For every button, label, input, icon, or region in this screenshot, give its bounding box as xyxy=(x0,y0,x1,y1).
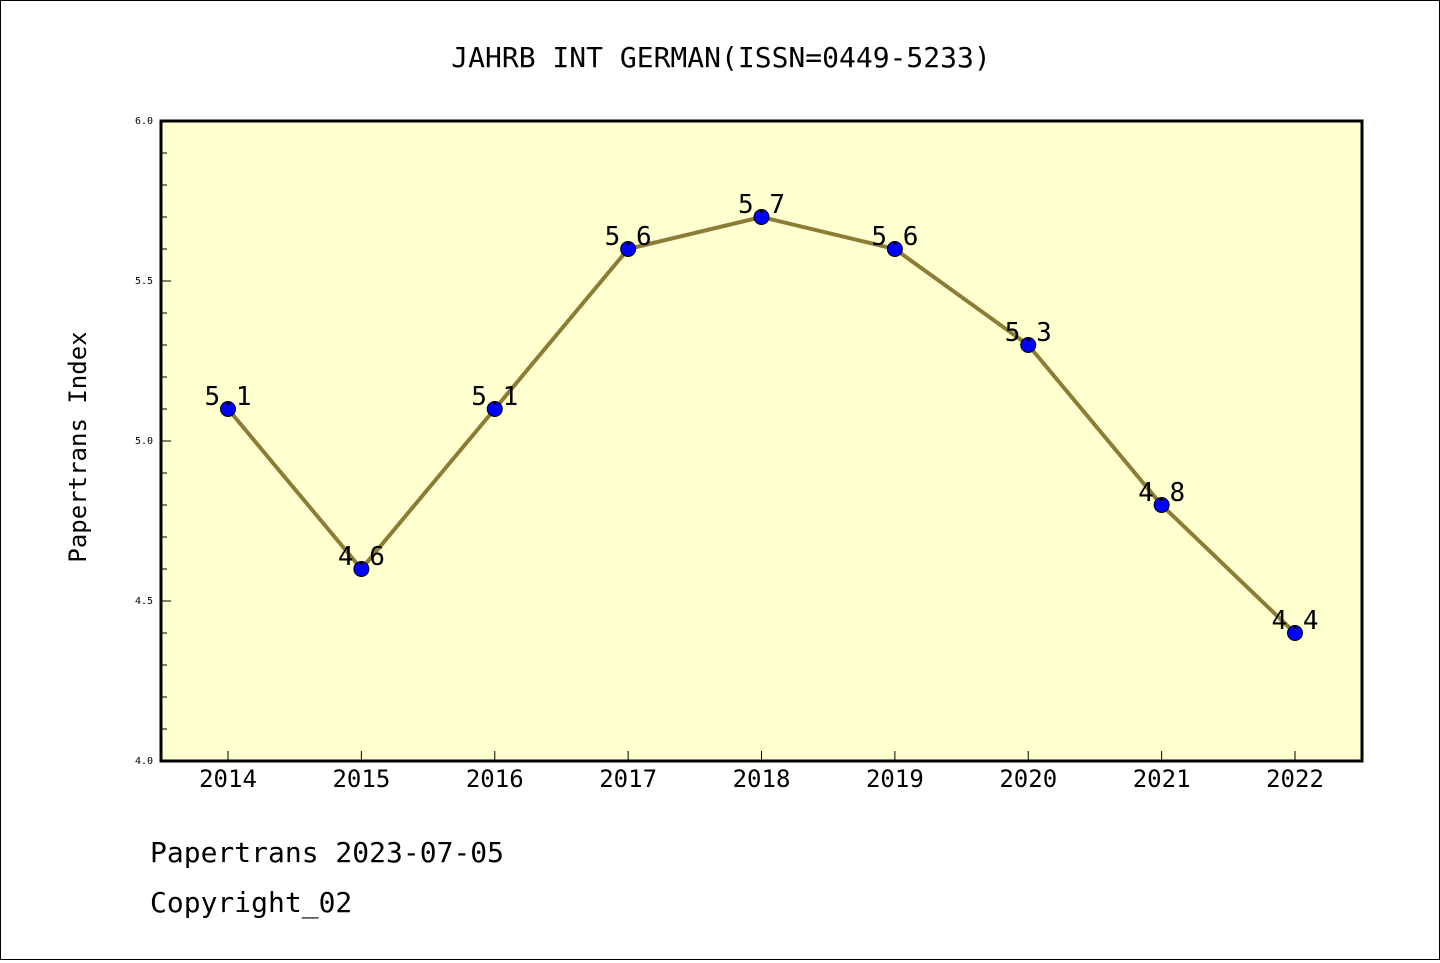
y-tick-label: 5.5 xyxy=(135,276,153,287)
data-label: 4.8 xyxy=(1138,478,1185,508)
data-point xyxy=(1153,497,1170,513)
x-tick-label: 2017 xyxy=(599,765,657,793)
y-tick-label: 4.0 xyxy=(135,756,153,767)
x-axis: 2014 2015 2016 2017 2018 2019 2020 2021 2022 xyxy=(199,751,1324,793)
data-point xyxy=(1020,337,1037,353)
data-label: 5.6 xyxy=(605,222,652,252)
data-point xyxy=(620,241,637,257)
x-tick-label: 2019 xyxy=(866,765,924,793)
y-tick-label: 6.0 xyxy=(135,116,153,127)
x-tick-label: 2018 xyxy=(733,765,791,793)
data-label: 5.3 xyxy=(1005,318,1052,348)
data-label: 4.4 xyxy=(1272,606,1319,636)
data-label: 5.6 xyxy=(871,222,918,252)
y-tick-label: 5.0 xyxy=(135,436,153,447)
data-label: 4.6 xyxy=(338,542,385,572)
data-label: 5.7 xyxy=(738,190,785,220)
data-point xyxy=(486,401,503,417)
x-tick-label: 2021 xyxy=(1133,765,1191,793)
x-tick-label: 2020 xyxy=(999,765,1057,793)
footer-date-text: Papertrans 2023-07-05 xyxy=(150,836,505,869)
y-tick-label: 4.5 xyxy=(135,596,153,607)
y-axis: 4.0 4.5 5.0 5.5 6.0 xyxy=(135,116,171,767)
y-axis-label: Papertrans Index xyxy=(64,331,92,562)
data-label-layer: 5.1 4.6 5.1 5.6 5.7 5.6 5.3 4.8 4.4 xyxy=(205,190,1319,636)
x-tick-label: 2015 xyxy=(332,765,390,793)
data-point xyxy=(1287,625,1303,641)
x-tick-label: 2016 xyxy=(466,765,524,793)
data-point xyxy=(220,401,236,417)
footer-copyright-text: Copyright_02 xyxy=(150,886,353,919)
data-point xyxy=(886,241,903,257)
chart-title: JAHRB INT GERMAN(ISSN=0449-5233) xyxy=(451,41,990,74)
data-point xyxy=(353,561,370,577)
x-tick-label: 2022 xyxy=(1266,765,1324,793)
x-tick-label: 2014 xyxy=(199,765,257,793)
data-point xyxy=(753,209,770,225)
data-label: 5.1 xyxy=(205,382,252,412)
plot-area xyxy=(159,119,1364,763)
series-layer xyxy=(220,209,1303,641)
data-label: 5.1 xyxy=(471,382,518,412)
